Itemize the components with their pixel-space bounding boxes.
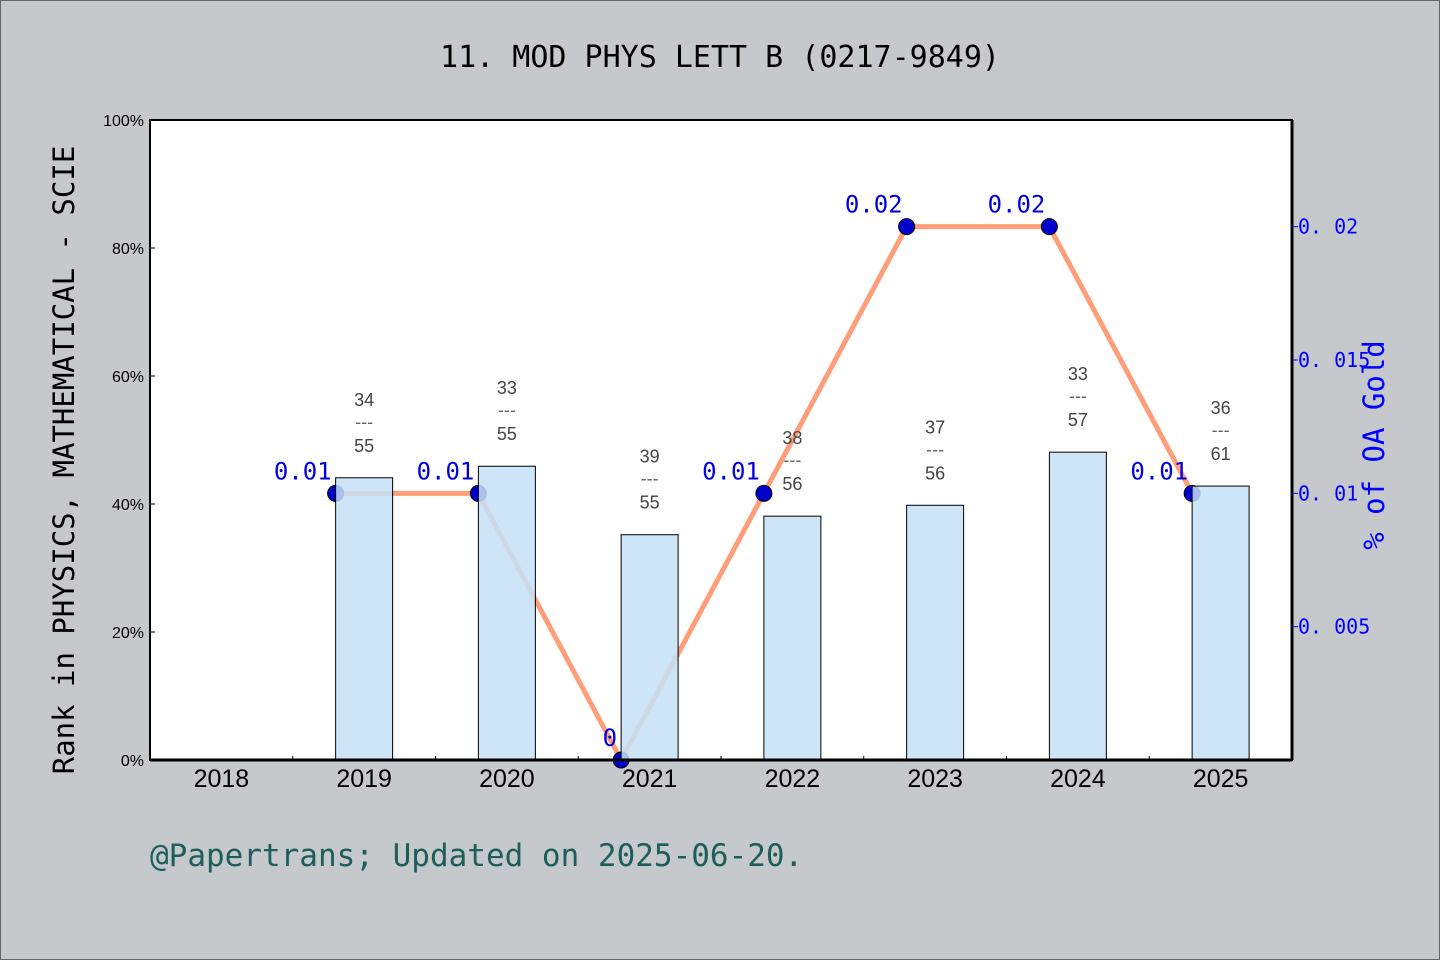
rank-bar-2019 xyxy=(335,477,394,761)
rank-bar-2020 xyxy=(477,465,536,761)
oa-gold-point xyxy=(755,484,773,502)
y-tick-label: 20% xyxy=(112,625,144,642)
footer-note: @Papertrans; Updated on 2025-06-20. xyxy=(150,838,803,874)
rank-bar-2025 xyxy=(1191,485,1250,761)
oa-gold-point xyxy=(898,218,916,236)
rank-bar-2021 xyxy=(620,534,679,761)
rank-label-numerator: 37 xyxy=(925,417,945,437)
rank-label-divider: --- xyxy=(498,400,516,420)
rank-label-divider: --- xyxy=(355,412,373,432)
rank-label-denominator: 55 xyxy=(640,493,660,513)
rank-label-denominator: 56 xyxy=(782,474,802,494)
y2-tick-label: 0. 005 xyxy=(1298,615,1370,639)
rank-label-numerator: 33 xyxy=(497,378,517,398)
x-tick-label: 2019 xyxy=(336,765,392,793)
oa-gold-value-label: 0.01 xyxy=(1130,457,1188,485)
rank-label-divider: --- xyxy=(783,450,801,470)
y2-axis-label: % of OA Gold xyxy=(1357,340,1391,550)
rank-bar-2024 xyxy=(1048,451,1107,761)
oa-gold-value-label: 0.02 xyxy=(845,191,903,219)
y-tick-label: 0% xyxy=(121,753,144,770)
plot-area xyxy=(150,120,1292,760)
rank-label-numerator: 34 xyxy=(354,390,374,410)
x-tick-label: 2025 xyxy=(1193,765,1249,793)
x-tick-label: 2020 xyxy=(479,765,535,793)
rank-label-divider: --- xyxy=(1212,420,1230,440)
oa-gold-value-label: 0.01 xyxy=(417,457,475,485)
rank-bar-2022 xyxy=(763,515,822,761)
y2-tick-label: 0. 015 xyxy=(1298,348,1370,372)
rank-label-denominator: 55 xyxy=(354,436,374,456)
y-tick-label: 40% xyxy=(112,497,144,514)
rank-label-numerator: 39 xyxy=(640,447,660,467)
x-tick-label: 2021 xyxy=(622,765,678,793)
oa-gold-value-label: 0 xyxy=(603,724,617,752)
y2-tick-label: 0. 01 xyxy=(1298,481,1358,505)
rank-label-denominator: 61 xyxy=(1211,444,1231,464)
rank-label-denominator: 57 xyxy=(1068,410,1088,430)
y-tick-label: 60% xyxy=(112,369,144,386)
oa-gold-value-label: 0.02 xyxy=(988,191,1046,219)
rank-label-numerator: 36 xyxy=(1211,398,1231,418)
rank-label-divider: --- xyxy=(1069,386,1087,406)
x-tick-label: 2018 xyxy=(194,765,250,793)
rank-label-divider: --- xyxy=(641,469,659,489)
rank-label-numerator: 38 xyxy=(782,428,802,448)
x-tick-label: 2022 xyxy=(765,765,821,793)
rank-label-denominator: 56 xyxy=(925,463,945,483)
oa-gold-point xyxy=(1040,218,1058,236)
y-axis-label: Rank in PHYSICS, MATHEMATICAL - SCIE xyxy=(47,146,81,775)
y-tick-label: 100% xyxy=(103,113,144,130)
oa-gold-value-label: 0.01 xyxy=(702,457,760,485)
rank-label-denominator: 55 xyxy=(497,424,517,444)
rank-label-numerator: 33 xyxy=(1068,364,1088,384)
rank-bar-2023 xyxy=(906,504,965,761)
x-tick-label: 2024 xyxy=(1050,765,1106,793)
rank-label-divider: --- xyxy=(926,439,944,459)
chart-title: 11. MOD PHYS LETT B (0217-9849) xyxy=(440,40,1000,75)
y2-tick-label: 0. 02 xyxy=(1298,215,1358,239)
y-tick-label: 80% xyxy=(112,241,144,258)
x-tick-label: 2023 xyxy=(907,765,963,793)
oa-gold-value-label: 0.01 xyxy=(274,457,332,485)
